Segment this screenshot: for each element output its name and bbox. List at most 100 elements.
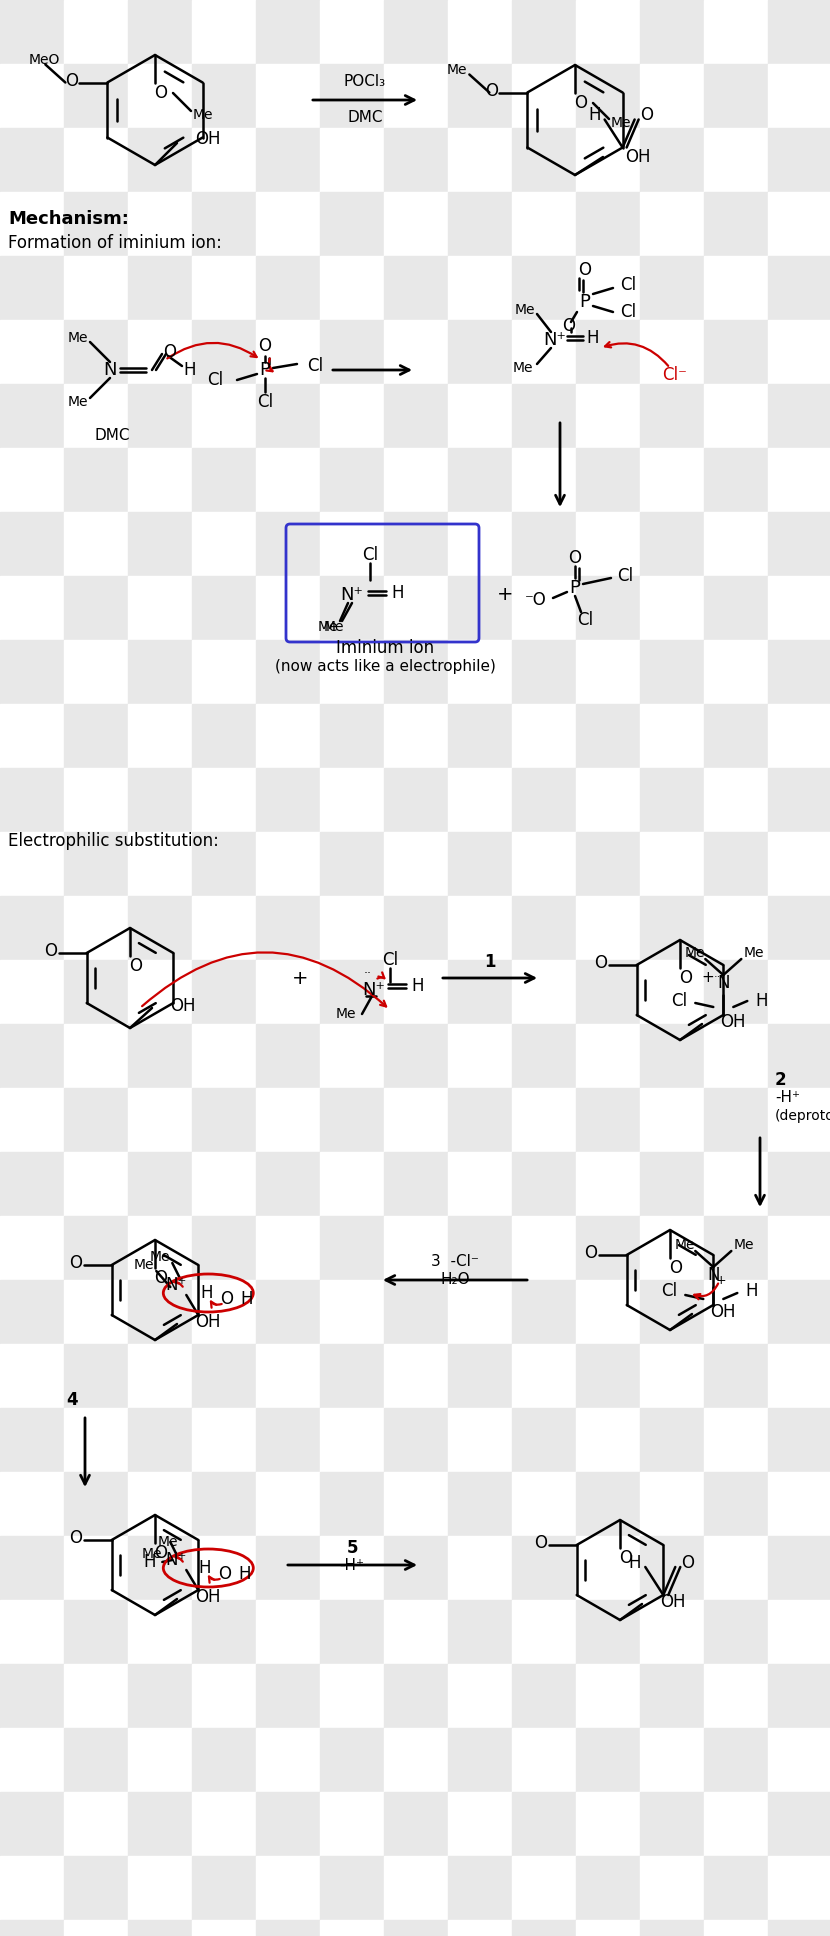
Bar xyxy=(640,769,704,832)
Bar xyxy=(640,1665,704,1729)
Bar xyxy=(0,319,64,383)
Bar xyxy=(256,383,320,447)
Text: O: O xyxy=(154,83,168,103)
Text: P: P xyxy=(260,360,271,379)
Bar xyxy=(512,1407,576,1471)
Bar xyxy=(0,1471,64,1535)
Bar xyxy=(704,1216,768,1280)
Bar xyxy=(0,1280,64,1344)
Bar xyxy=(0,641,64,705)
Bar xyxy=(256,0,320,64)
Bar xyxy=(768,383,830,447)
Bar xyxy=(256,1152,320,1216)
Text: O: O xyxy=(584,1245,598,1262)
Bar xyxy=(256,1088,320,1152)
Text: H: H xyxy=(629,1555,642,1572)
Text: O: O xyxy=(619,1549,632,1566)
Bar xyxy=(128,1216,192,1280)
Bar xyxy=(704,1088,768,1152)
Bar xyxy=(576,128,640,192)
Bar xyxy=(192,832,256,896)
Bar xyxy=(768,1921,830,1936)
Bar xyxy=(384,1152,448,1216)
Text: +: + xyxy=(701,970,715,985)
Bar xyxy=(320,1344,384,1407)
Bar xyxy=(320,769,384,832)
Bar xyxy=(128,319,192,383)
Bar xyxy=(704,1280,768,1344)
Text: OH: OH xyxy=(170,997,196,1014)
Text: OH: OH xyxy=(660,1593,686,1611)
Text: Cl: Cl xyxy=(620,277,636,294)
Text: Me: Me xyxy=(335,1007,356,1020)
Bar xyxy=(384,1471,448,1535)
Bar xyxy=(768,192,830,256)
Bar xyxy=(128,1152,192,1216)
Bar xyxy=(512,383,576,447)
Text: O: O xyxy=(217,1564,231,1584)
Bar xyxy=(256,1471,320,1535)
Bar xyxy=(384,1344,448,1407)
Bar xyxy=(192,1088,256,1152)
Bar xyxy=(512,128,576,192)
Bar xyxy=(128,511,192,577)
Bar xyxy=(128,769,192,832)
Bar xyxy=(384,447,448,511)
Bar xyxy=(640,192,704,256)
Bar xyxy=(704,0,768,64)
Bar xyxy=(128,705,192,769)
Bar xyxy=(576,319,640,383)
Text: Me: Me xyxy=(744,947,764,960)
Text: Cl: Cl xyxy=(671,991,687,1011)
Text: MeO: MeO xyxy=(29,54,61,68)
Bar xyxy=(384,1088,448,1152)
Bar xyxy=(128,64,192,128)
Bar xyxy=(384,1599,448,1665)
Bar xyxy=(192,383,256,447)
Bar xyxy=(640,1344,704,1407)
Bar xyxy=(64,1665,128,1729)
Bar xyxy=(128,1857,192,1921)
Bar xyxy=(384,1793,448,1857)
Text: +: + xyxy=(496,585,513,604)
Bar xyxy=(704,447,768,511)
Bar xyxy=(128,1599,192,1665)
Bar xyxy=(320,1152,384,1216)
Text: Me: Me xyxy=(512,360,533,376)
Bar xyxy=(768,1088,830,1152)
Bar xyxy=(320,383,384,447)
Text: Me: Me xyxy=(324,620,344,633)
Bar xyxy=(128,577,192,641)
Bar xyxy=(384,896,448,960)
Bar xyxy=(768,1407,830,1471)
Bar xyxy=(704,1535,768,1599)
Bar xyxy=(0,832,64,896)
Text: (now acts like a electrophile): (now acts like a electrophile) xyxy=(275,658,496,674)
Bar xyxy=(0,192,64,256)
Text: +: + xyxy=(292,968,308,987)
Text: H: H xyxy=(745,1282,758,1299)
Bar xyxy=(384,832,448,896)
Bar xyxy=(640,383,704,447)
Text: Cl: Cl xyxy=(207,372,223,389)
Bar xyxy=(128,960,192,1024)
Bar xyxy=(64,1344,128,1407)
Text: N⁺: N⁺ xyxy=(544,331,566,348)
Text: Me: Me xyxy=(318,620,338,633)
Bar xyxy=(0,1024,64,1088)
Bar xyxy=(320,1024,384,1088)
Bar xyxy=(768,1280,830,1344)
Bar xyxy=(128,447,192,511)
Text: Me: Me xyxy=(611,116,632,130)
Bar xyxy=(256,64,320,128)
Bar xyxy=(448,1088,512,1152)
Bar xyxy=(0,705,64,769)
Text: ··: ·· xyxy=(714,972,721,982)
Bar xyxy=(192,511,256,577)
Text: Cl⁻: Cl⁻ xyxy=(662,366,687,383)
Bar xyxy=(448,128,512,192)
Bar xyxy=(640,447,704,511)
Bar xyxy=(0,1857,64,1921)
Bar xyxy=(0,128,64,192)
Text: N⁺: N⁺ xyxy=(340,587,364,604)
